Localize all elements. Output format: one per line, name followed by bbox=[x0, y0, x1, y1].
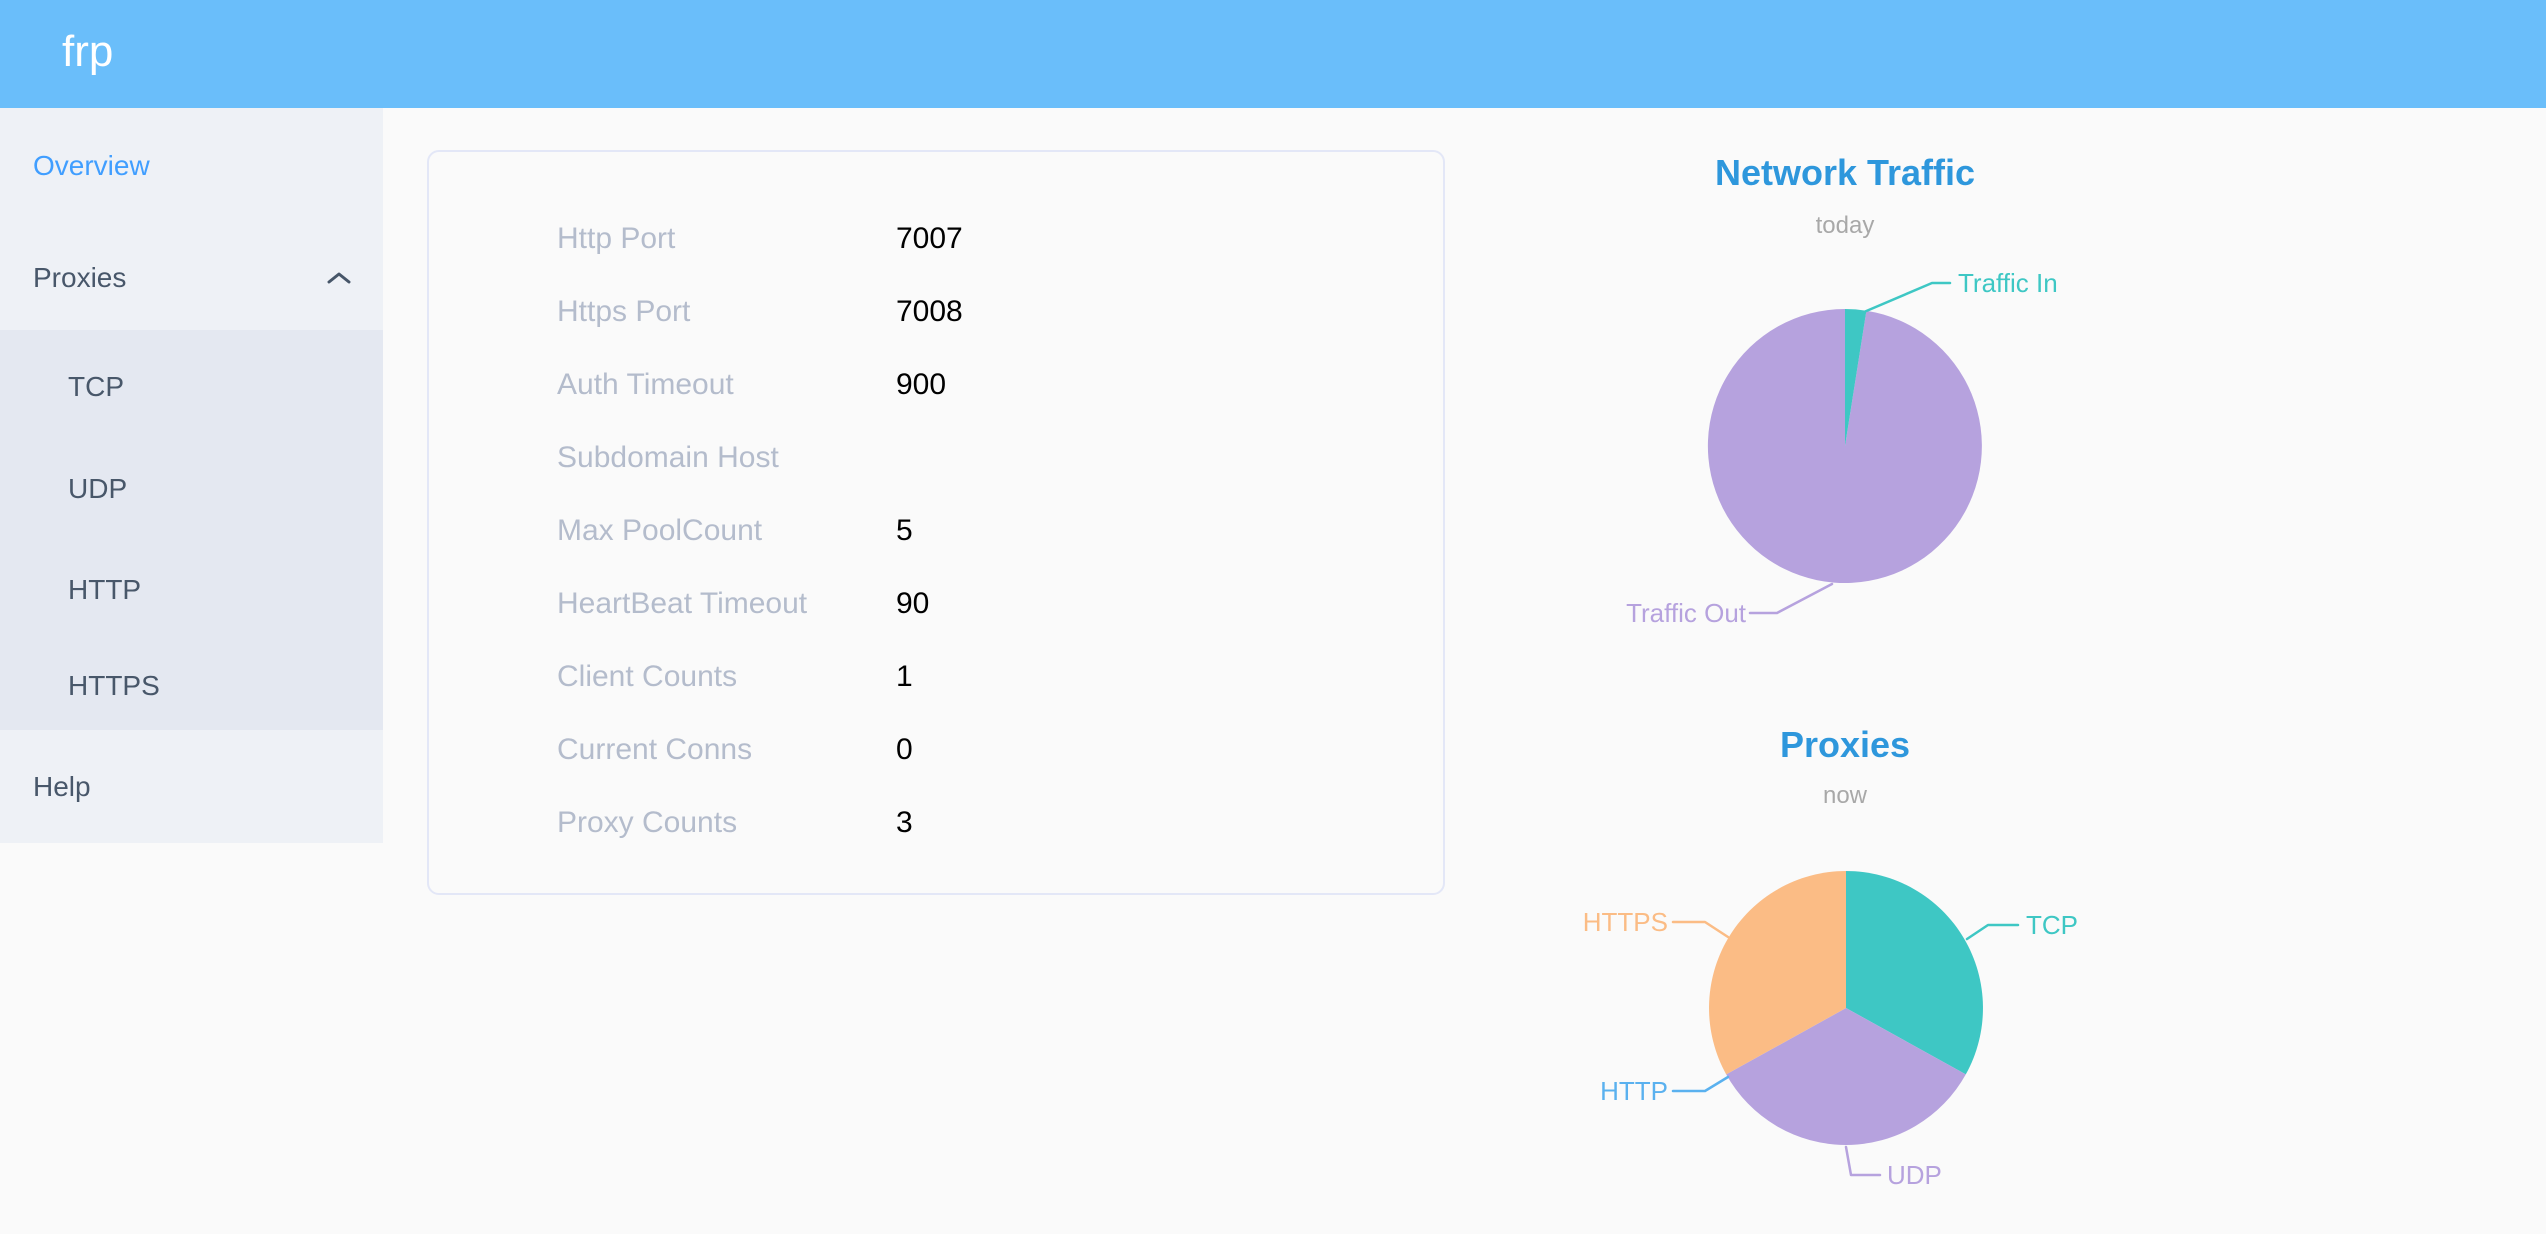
pie-slice-traffic-in[interactable] bbox=[1845, 309, 1867, 446]
info-label: Http Port bbox=[557, 221, 676, 255]
http-leader-line bbox=[1671, 1075, 1730, 1093]
sidebar: Overview Proxies TCP UDP HTTP HTTPS Help bbox=[0, 108, 383, 843]
info-value: 900 bbox=[896, 367, 947, 401]
proxies-pie-chart: TCP HTTPS HTTP UDP bbox=[1583, 871, 2078, 1190]
proxies-chart-title: Proxies bbox=[1779, 724, 1911, 765]
traffic-out-label: Traffic Out bbox=[1626, 598, 1747, 628]
app-logo: frp bbox=[62, 27, 114, 76]
traffic-out-leader-line bbox=[1748, 582, 1834, 615]
info-value: 7008 bbox=[896, 294, 963, 328]
sidebar-item-https[interactable]: HTTPS bbox=[68, 670, 160, 701]
tcp-label: TCP bbox=[2026, 910, 2078, 940]
http-label: HTTP bbox=[1600, 1076, 1668, 1106]
info-value: 7007 bbox=[896, 221, 963, 255]
server-info-card: Http Port 7007 Https Port 7008 Auth Timeou… bbox=[427, 150, 1445, 895]
app-header: frp bbox=[0, 0, 2546, 108]
udp-leader-line bbox=[1844, 1145, 1882, 1177]
pie-slice-udp[interactable] bbox=[1726, 1008, 1966, 1145]
proxies-chart-subtitle: now bbox=[1822, 782, 1868, 809]
tcp-leader-line bbox=[1965, 923, 2020, 941]
info-label: Auth Timeout bbox=[557, 367, 734, 401]
info-value: 0 bbox=[896, 732, 913, 766]
https-label: HTTPS bbox=[1583, 907, 1668, 937]
network-traffic-pie-chart: Traffic In Traffic Out bbox=[1626, 268, 2058, 628]
info-value: 3 bbox=[896, 805, 913, 839]
info-row: Http Port 7007 bbox=[429, 202, 1443, 275]
info-value: 90 bbox=[896, 586, 930, 620]
info-label: Client Counts bbox=[557, 659, 738, 693]
info-label: Subdomain Host bbox=[557, 440, 779, 474]
info-row: Client Counts 1 bbox=[429, 640, 1443, 713]
info-label: Max PoolCount bbox=[557, 513, 763, 547]
info-label: Https Port bbox=[557, 294, 691, 328]
sidebar-item-udp[interactable]: UDP bbox=[68, 473, 128, 504]
traffic-in-label: Traffic In bbox=[1958, 268, 2058, 298]
sidebar-item-proxies[interactable]: Proxies bbox=[33, 262, 127, 293]
info-row: HeartBeat Timeout 90 bbox=[429, 567, 1443, 640]
https-leader-line bbox=[1671, 920, 1730, 939]
udp-label: UDP bbox=[1887, 1160, 1942, 1190]
info-value: 1 bbox=[896, 659, 913, 693]
pie-slice-tcp[interactable] bbox=[1846, 871, 1983, 1075]
info-label: HeartBeat Timeout bbox=[557, 586, 808, 620]
pie-slice-traffic-out[interactable] bbox=[1707, 308, 1982, 583]
info-row: Proxy Counts 3 bbox=[429, 786, 1443, 859]
chevron-up-icon[interactable] bbox=[326, 271, 352, 285]
info-value: 5 bbox=[896, 513, 913, 547]
pie-slice-https[interactable] bbox=[1709, 871, 1846, 1075]
info-label: Proxy Counts bbox=[557, 805, 738, 839]
info-row: Current Conns 0 bbox=[429, 713, 1443, 786]
sidebar-item-help[interactable]: Help bbox=[33, 771, 91, 802]
network-traffic-chart-title: Network Traffic bbox=[1714, 152, 1976, 193]
traffic-in-leader-line bbox=[1862, 281, 1952, 314]
info-label: Current Conns bbox=[557, 732, 753, 766]
info-row: Subdomain Host bbox=[429, 421, 1443, 494]
sidebar-item-tcp[interactable]: TCP bbox=[68, 371, 124, 402]
info-row: Https Port 7008 bbox=[429, 275, 1443, 348]
sidebar-item-overview[interactable]: Overview bbox=[33, 150, 150, 181]
sidebar-item-http[interactable]: HTTP bbox=[68, 574, 142, 605]
proxies-submenu-background bbox=[0, 330, 383, 730]
info-row: Max PoolCount 5 bbox=[429, 494, 1443, 567]
network-traffic-chart-subtitle: today bbox=[1815, 212, 1875, 239]
info-row: Auth Timeout 900 bbox=[429, 348, 1443, 421]
